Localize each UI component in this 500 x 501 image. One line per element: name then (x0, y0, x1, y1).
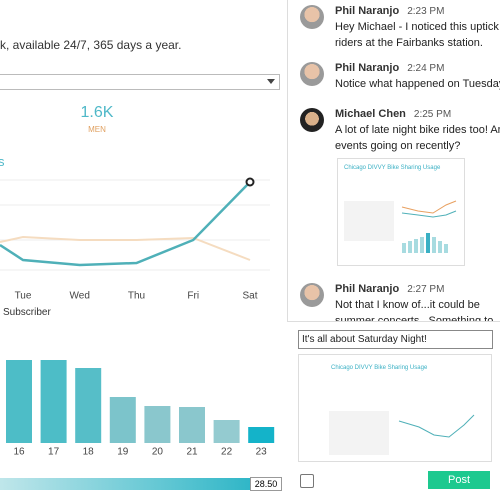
x-tick-label: 18 (83, 447, 95, 458)
avatar (300, 5, 324, 29)
message-text: Notice what happened on Tuesdays (335, 78, 500, 90)
line-series (0, 181, 251, 267)
dashboard: k, available 24/7, 365 days a year. 1.6K… (0, 38, 282, 491)
timestamp: 2:23 PM (407, 6, 445, 17)
shared-thumbnail[interactable]: Chicago DIVVY Bike Sharing Usage (337, 158, 465, 266)
author: Phil Naranjo (335, 5, 400, 17)
message-text: Hey Michael - I noticed this uptick in (335, 21, 500, 33)
message-text: Not that I know of...it could be (335, 299, 480, 311)
message-header: Phil Naranjo 2:23 PM (335, 5, 444, 17)
x-tick-label: 19 (117, 447, 129, 458)
thumbnail-title: Chicago DIVVY Bike Sharing Usage (331, 365, 428, 371)
thumb-map (329, 411, 389, 455)
x-tick-label: Fri (187, 291, 199, 302)
kpi-value: 1.6K (80, 104, 114, 121)
message-input[interactable]: It's all about Saturday Night! (298, 330, 493, 349)
bar (6, 360, 32, 443)
x-tick-label: Sat (242, 291, 257, 302)
timestamp: 2:27 PM (407, 284, 445, 295)
bar (144, 406, 171, 443)
avatar (300, 108, 324, 132)
thumbnail-preview (329, 411, 475, 455)
x-tick-label: 17 (48, 447, 60, 458)
thumb-bars (402, 233, 448, 253)
kpi-fragment: s (0, 154, 5, 169)
thumb-line (401, 210, 457, 218)
x-tick-label: 20 (152, 447, 164, 458)
thumb-map (344, 201, 394, 241)
message-header: Michael Chen 2:25 PM (335, 108, 451, 120)
bar (179, 407, 205, 443)
thumb-line (401, 200, 457, 214)
bar (40, 360, 67, 443)
x-tick-label: Thu (128, 291, 145, 302)
x-tick-label: 22 (221, 447, 233, 458)
bar (248, 427, 275, 443)
x-tick-label: Tue (15, 291, 32, 302)
x-tick-label: 21 (186, 447, 198, 458)
message-text: A lot of late night bike rides too! Any (335, 124, 500, 136)
slider-value: 28.50 (250, 477, 282, 491)
bar-legend: Subscriber (3, 307, 51, 318)
x-tick-label: 16 (13, 447, 25, 458)
dashboard-charts: Tue Wed Thu Fri Sat 16 17 18 19 20 21 22 23 (0, 177, 275, 458)
line-series (0, 235, 251, 261)
x-tick-label: 23 (256, 447, 268, 458)
highlight-point (245, 177, 255, 187)
author: Phil Naranjo (335, 283, 400, 295)
dropdown[interactable] (0, 74, 280, 90)
message-text: riders at the Fairbanks station. (335, 37, 483, 49)
timestamp: 2:24 PM (407, 63, 445, 74)
thumbnail-title: Chicago DIVVY Bike Sharing Usage (344, 165, 441, 171)
dropdown-arrow (267, 79, 275, 84)
message-header: Phil Naranjo 2:27 PM (335, 283, 444, 295)
message-text: events going on recently? (335, 140, 461, 152)
bar (75, 368, 102, 443)
subtitle: k, available 24/7, 365 days a year. (0, 38, 182, 52)
author: Michael Chen (335, 108, 406, 120)
kpi-label: MEN (88, 125, 106, 134)
avatar (300, 283, 324, 307)
attach-icon[interactable] (300, 474, 314, 488)
bar (109, 397, 136, 443)
post-button[interactable]: Post (428, 471, 490, 489)
bar (213, 420, 240, 443)
chat-panel (287, 0, 500, 500)
author: Phil Naranjo (335, 62, 400, 74)
avatar (300, 62, 324, 86)
message-header: Phil Naranjo 2:24 PM (335, 62, 444, 74)
x-tick-label: Wed (70, 291, 90, 302)
attached-thumbnail[interactable]: Chicago DIVVY Bike Sharing Usage (298, 354, 492, 462)
timestamp: 2:25 PM (413, 109, 452, 120)
thumbnail-preview (344, 200, 457, 253)
thumb-line (398, 414, 475, 438)
slider-fill[interactable] (0, 478, 252, 490)
